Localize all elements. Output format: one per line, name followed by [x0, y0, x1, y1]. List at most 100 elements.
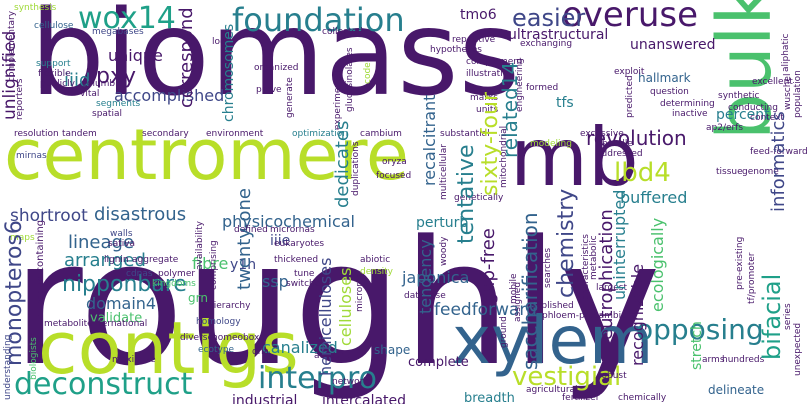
word-lignin: lignin [104, 255, 129, 265]
word-ssp: ssp [262, 272, 289, 291]
word-duplications: duplications [351, 141, 361, 196]
word-correspond: correspond [176, 7, 197, 108]
word-biologists: biologists [29, 337, 39, 380]
word-mobile: mobile [509, 273, 519, 304]
word-columbia: columbia [82, 79, 124, 89]
word-arranged: arranged [64, 250, 146, 271]
word-wuschel: wuschel [783, 73, 793, 110]
word-homeobox: homeobox [212, 333, 260, 343]
word-xylem: xylem [452, 302, 654, 379]
word-complement: complement [466, 57, 523, 67]
word-sativa: sativa [108, 239, 136, 249]
word-tendency: tendency [416, 239, 435, 314]
word-grn: grn [188, 291, 208, 305]
word-exploit: exploit [614, 67, 645, 77]
word-characteristics: characteristics [581, 234, 591, 300]
word-lineage: lineage [68, 232, 135, 253]
word-recognizable: recognizable [628, 263, 647, 366]
word-celluloses: celluloses [336, 267, 355, 346]
word-thickened: thickened [274, 255, 319, 265]
word-tune: tune [294, 269, 315, 279]
word-feedforward: feedforward [434, 300, 537, 320]
word-excessive: excessive [580, 129, 624, 139]
word-unique: unique [108, 46, 163, 65]
word-organized: organized [254, 63, 299, 73]
word-published: published [530, 301, 574, 311]
word-shape: shape [374, 343, 411, 357]
word-network: network [332, 377, 369, 387]
word-hallmark: hallmark [638, 71, 691, 85]
word-pre-existing: pre-existing [735, 236, 745, 290]
word-informatics: informatics [768, 111, 789, 212]
word-formed: formed [526, 83, 559, 93]
word-population: population [793, 70, 803, 118]
word-oryza: oryza [382, 157, 407, 167]
word-tentative: tentative [454, 144, 479, 244]
word-megabases: megabases [92, 27, 144, 37]
word-dedicates: dedicates [332, 120, 353, 208]
word-maps: maps [10, 233, 35, 243]
word-hierarchy: hierarchy [208, 301, 251, 311]
word-determining: determining [660, 99, 715, 109]
word-glucosinolates: glucosinolates [345, 47, 355, 112]
word-wox14: wox14 [78, 1, 176, 36]
word-easier: easier [512, 4, 586, 32]
word-synthesis: synthesis [14, 3, 57, 13]
word-domain4: domain4 [86, 294, 157, 313]
word-largest: largest [596, 283, 628, 293]
word-breadth: breadth [464, 391, 515, 404]
word-vital: vital [80, 89, 100, 99]
word-kingdoms: kingdoms [152, 279, 196, 289]
word-centromere: centromere [4, 114, 409, 196]
word-opposing: opposing [636, 313, 764, 346]
word-shortroot: shortroot [10, 206, 88, 226]
word-context: context [750, 113, 784, 123]
word-availability: availability [195, 221, 205, 270]
word-woody: woody [439, 236, 449, 266]
word-publicly: publicly [40, 79, 75, 89]
word-abiotic: abiotic [360, 255, 391, 265]
word-buffered: buffered [620, 188, 688, 207]
word-metabolite: metabolite [44, 319, 93, 329]
word-loops: loops [212, 37, 236, 47]
word-marks: marks [470, 93, 498, 103]
word-saccharification: saccharification [518, 212, 542, 370]
word-perturb: perturb [416, 215, 469, 231]
word-polymer: polymer [158, 269, 196, 279]
word-y1h: y1h [230, 257, 257, 273]
word-international: international [90, 319, 148, 329]
word-lbd4: lbd4 [614, 158, 671, 188]
word-canalized: canalized [262, 338, 338, 357]
word-fibre: fibre [192, 254, 229, 273]
word-environment: environment [206, 129, 264, 139]
word-nipponbare: nipponbare [62, 272, 187, 297]
word-ecologically: ecologically [648, 217, 667, 312]
word-nitrogen-containing: nitrogen-containing [35, 219, 46, 318]
word-japonica: japonica [402, 268, 470, 287]
word-intercalated: intercalated [322, 393, 407, 404]
word-tf-promoter: tf/promoter [747, 252, 757, 305]
word-hemicelluloses: hemicelluloses [316, 257, 335, 376]
word-repetitive: repetitive [452, 35, 496, 45]
word-iiie: iiie [270, 233, 291, 249]
word-complete: complete [408, 355, 469, 370]
word-recalcitrant: recalcitrant [420, 94, 439, 186]
word-delineate: delineate [708, 383, 765, 397]
word-ap2-erfs: ap2/erfs [706, 123, 744, 133]
word-multicellular: multicellular [439, 144, 449, 200]
word-genetically: genetically [454, 193, 504, 203]
word-stretch: stretch [689, 321, 705, 370]
word-bifacial: bifacial [758, 273, 786, 360]
word-arms: arms [702, 355, 725, 365]
word-switches: switches [286, 279, 325, 289]
word-account: account [314, 351, 350, 361]
word-density: density [360, 267, 393, 277]
word-focused: focused [376, 171, 412, 181]
word-hallmark-industrial: industrial [232, 393, 298, 404]
word-tfs: tfs [556, 95, 574, 111]
word-chemistry: chemistry [554, 188, 579, 298]
word-optimization: optimization [292, 129, 348, 139]
word-physicochemical: physicochemical [222, 212, 355, 231]
word-conducting: conducting [728, 103, 778, 113]
word-interpro: interpro [258, 361, 377, 396]
